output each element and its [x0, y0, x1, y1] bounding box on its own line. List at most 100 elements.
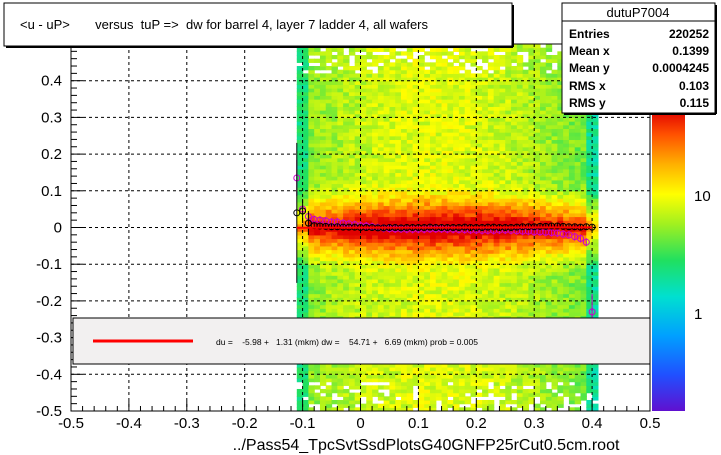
heatmap-cell	[551, 377, 558, 383]
heatmap-cell	[545, 278, 553, 284]
heatmap-cell	[505, 205, 512, 210]
heatmap-cell	[441, 271, 448, 276]
heatmap-cell	[354, 187, 362, 192]
heatmap-cell	[395, 69, 402, 74]
heatmap-cell	[551, 260, 558, 265]
heatmap-cell	[516, 80, 524, 85]
heatmap-cell	[493, 102, 501, 107]
heatmap-cell	[574, 282, 582, 287]
heatmap-cell	[516, 366, 524, 372]
heatmap-cell	[354, 80, 362, 85]
heatmap-cell	[424, 278, 431, 284]
heatmap-cell	[308, 88, 315, 93]
heatmap-cell	[395, 201, 402, 207]
heatmap-cell	[458, 132, 466, 137]
heatmap-cell	[354, 363, 362, 368]
heatmap-cell	[435, 73, 443, 78]
heatmap-cell	[314, 161, 321, 166]
heatmap-cell	[401, 399, 408, 405]
heatmap-cell	[314, 132, 321, 137]
heatmap-cell	[557, 286, 564, 291]
heatmap-cell	[366, 99, 373, 104]
heatmap-cell	[505, 377, 512, 383]
heatmap-cell	[325, 267, 333, 273]
heatmap-cell	[348, 102, 356, 107]
heatmap-cell	[499, 106, 506, 111]
heatmap-cell	[563, 297, 570, 302]
heatmap-cell	[383, 77, 391, 82]
heatmap-cell	[470, 73, 477, 78]
heatmap-cell	[366, 128, 373, 133]
heatmap-cell	[354, 110, 362, 115]
heatmap-cell	[360, 146, 367, 152]
heatmap-cell	[389, 381, 396, 386]
heatmap-cell	[389, 253, 396, 258]
heatmap-cell	[401, 374, 408, 379]
heatmap-cell	[464, 84, 472, 89]
heatmap-cell	[325, 77, 333, 82]
heatmap-cell	[551, 392, 558, 397]
heatmap-cell	[482, 128, 489, 133]
heatmap-cell	[354, 150, 362, 155]
heatmap-cell	[319, 388, 327, 394]
heatmap-cell	[325, 278, 333, 284]
heatmap-cell	[574, 176, 582, 181]
heatmap-cell	[331, 165, 338, 170]
heatmap-cell	[395, 80, 402, 85]
heatmap-cell	[522, 73, 530, 78]
heatmap-cell	[528, 297, 535, 302]
heatmap-cell	[418, 374, 425, 379]
heatmap-cell	[522, 381, 530, 386]
heatmap-cell	[458, 55, 466, 60]
heatmap-cell	[487, 143, 495, 148]
heatmap-cell	[377, 190, 385, 196]
heatmap-cell	[395, 91, 402, 96]
heatmap-cell	[476, 234, 483, 240]
heatmap-cell	[528, 242, 535, 247]
heatmap-cell	[447, 392, 454, 397]
heatmap-cell	[389, 146, 396, 152]
heatmap-cell	[435, 275, 443, 280]
heatmap-cell	[337, 271, 344, 276]
heatmap-cell	[331, 187, 338, 192]
heatmap-cell	[360, 124, 367, 130]
heatmap-cell	[401, 179, 408, 185]
heatmap-cell	[366, 172, 373, 177]
heatmap-cell	[383, 396, 391, 401]
heatmap-cell	[447, 267, 454, 273]
heatmap-cell	[447, 293, 454, 298]
heatmap-cell	[343, 374, 350, 379]
heatmap-cell	[389, 143, 396, 148]
heatmap-cell	[383, 234, 391, 240]
heatmap-cell	[516, 165, 524, 170]
heatmap-cell	[377, 110, 385, 115]
heatmap-cell	[389, 172, 396, 177]
heatmap-cell	[337, 242, 344, 247]
heatmap-cell	[354, 121, 362, 126]
heatmap-cell	[314, 110, 321, 115]
heatmap-cell	[557, 370, 564, 375]
heatmap-cell	[505, 84, 512, 89]
heatmap-cell	[499, 311, 506, 317]
heatmap-cell	[314, 150, 321, 155]
heatmap-cell	[314, 242, 321, 247]
heatmap-cell	[505, 73, 512, 78]
heatmap-cell	[505, 190, 512, 196]
heatmap-cell	[389, 297, 396, 302]
heatmap-cell	[447, 403, 454, 408]
heatmap-cell	[354, 179, 362, 185]
heatmap-cell	[563, 304, 570, 309]
heatmap-cell	[424, 91, 431, 96]
heatmap-cell	[395, 381, 402, 386]
heatmap-cell	[482, 363, 489, 368]
heatmap-cell	[302, 157, 309, 163]
heatmap-cell	[319, 172, 327, 177]
heatmap-cell	[314, 95, 321, 100]
heatmap-cell	[499, 245, 506, 251]
heatmap-cell	[476, 183, 483, 188]
heatmap-cell	[482, 80, 489, 85]
heatmap-cell	[354, 102, 362, 107]
heatmap-cell	[568, 231, 576, 236]
heatmap-cell	[516, 209, 524, 214]
heatmap-cell	[308, 399, 315, 405]
